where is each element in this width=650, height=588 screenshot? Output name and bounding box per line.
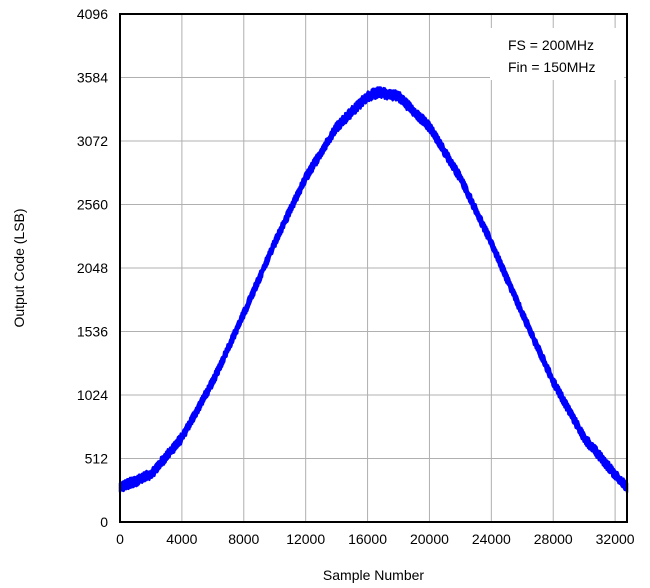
y-tick-label: 3072 bbox=[77, 133, 108, 149]
x-tick-label: 4000 bbox=[166, 531, 197, 547]
x-tick-label: 20000 bbox=[410, 531, 449, 547]
y-tick-labels: 0 512 1024 1536 2048 2560 3072 3584 4096 bbox=[77, 6, 108, 530]
x-axis-title: Sample Number bbox=[323, 567, 424, 583]
annotation-sampling-rate: FS = 200MHz bbox=[508, 37, 594, 53]
y-tick-label: 4096 bbox=[77, 6, 108, 22]
x-tick-label: 0 bbox=[116, 531, 124, 547]
y-tick-label: 1536 bbox=[77, 324, 108, 340]
x-tick-label: 28000 bbox=[534, 531, 573, 547]
series bbox=[118, 86, 629, 494]
annotation-box: FS = 200MHz Fin = 150MHz bbox=[490, 28, 624, 80]
y-tick-label: 512 bbox=[85, 451, 109, 467]
y-tick-label: 2048 bbox=[77, 260, 108, 276]
plot-frame bbox=[119, 13, 628, 523]
y-tick-label: 2560 bbox=[77, 197, 108, 213]
y-tick-label: 3584 bbox=[77, 70, 108, 86]
annotation-input-frequency: Fin = 150MHz bbox=[508, 59, 596, 75]
x-tick-label: 12000 bbox=[286, 531, 325, 547]
x-tick-label: 32000 bbox=[596, 531, 635, 547]
y-tick-label: 1024 bbox=[77, 387, 108, 403]
y-axis-title: Output Code (LSB) bbox=[11, 208, 27, 327]
x-tick-label: 16000 bbox=[348, 531, 387, 547]
annotation-background bbox=[490, 28, 624, 80]
y-tick-label: 0 bbox=[100, 514, 108, 530]
x-tick-label: 8000 bbox=[228, 531, 259, 547]
grid bbox=[120, 14, 627, 522]
x-tick-label: 24000 bbox=[472, 531, 511, 547]
waveform-band bbox=[118, 86, 629, 494]
x-tick-labels: 0 4000 8000 12000 16000 20000 24000 28000 32000 bbox=[116, 531, 635, 547]
